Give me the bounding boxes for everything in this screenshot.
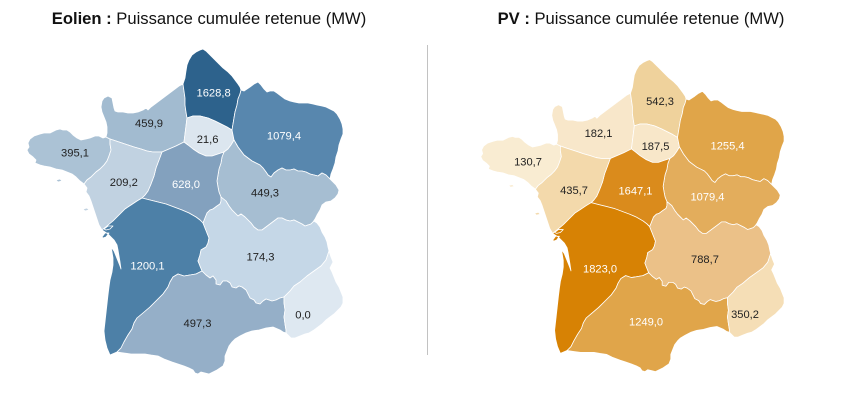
svg-text:788,7: 788,7 — [691, 254, 719, 266]
svg-text:1255,4: 1255,4 — [711, 140, 745, 152]
svg-text:395,1: 395,1 — [61, 148, 89, 160]
svg-text:1079,4: 1079,4 — [267, 131, 301, 143]
svg-text:1647,1: 1647,1 — [618, 185, 652, 197]
svg-text:0,0: 0,0 — [295, 310, 311, 322]
svg-text:174,3: 174,3 — [247, 252, 275, 264]
svg-text:497,3: 497,3 — [184, 318, 212, 330]
svg-text:1823,0: 1823,0 — [583, 263, 617, 275]
svg-text:542,3: 542,3 — [646, 96, 674, 108]
svg-text:449,3: 449,3 — [251, 188, 279, 200]
svg-text:1200,1: 1200,1 — [130, 261, 164, 273]
svg-text:21,6: 21,6 — [197, 134, 219, 146]
svg-text:130,7: 130,7 — [514, 156, 542, 168]
svg-text:1249,0: 1249,0 — [629, 316, 663, 328]
svg-text:350,2: 350,2 — [731, 309, 759, 321]
svg-text:1079,4: 1079,4 — [690, 191, 724, 203]
svg-text:1628,8: 1628,8 — [196, 88, 230, 100]
svg-text:209,2: 209,2 — [110, 177, 138, 189]
svg-text:182,1: 182,1 — [585, 128, 613, 140]
svg-text:628,0: 628,0 — [172, 179, 200, 191]
svg-text:435,7: 435,7 — [560, 185, 588, 197]
svg-text:459,9: 459,9 — [135, 118, 163, 130]
svg-text:187,5: 187,5 — [642, 141, 670, 153]
